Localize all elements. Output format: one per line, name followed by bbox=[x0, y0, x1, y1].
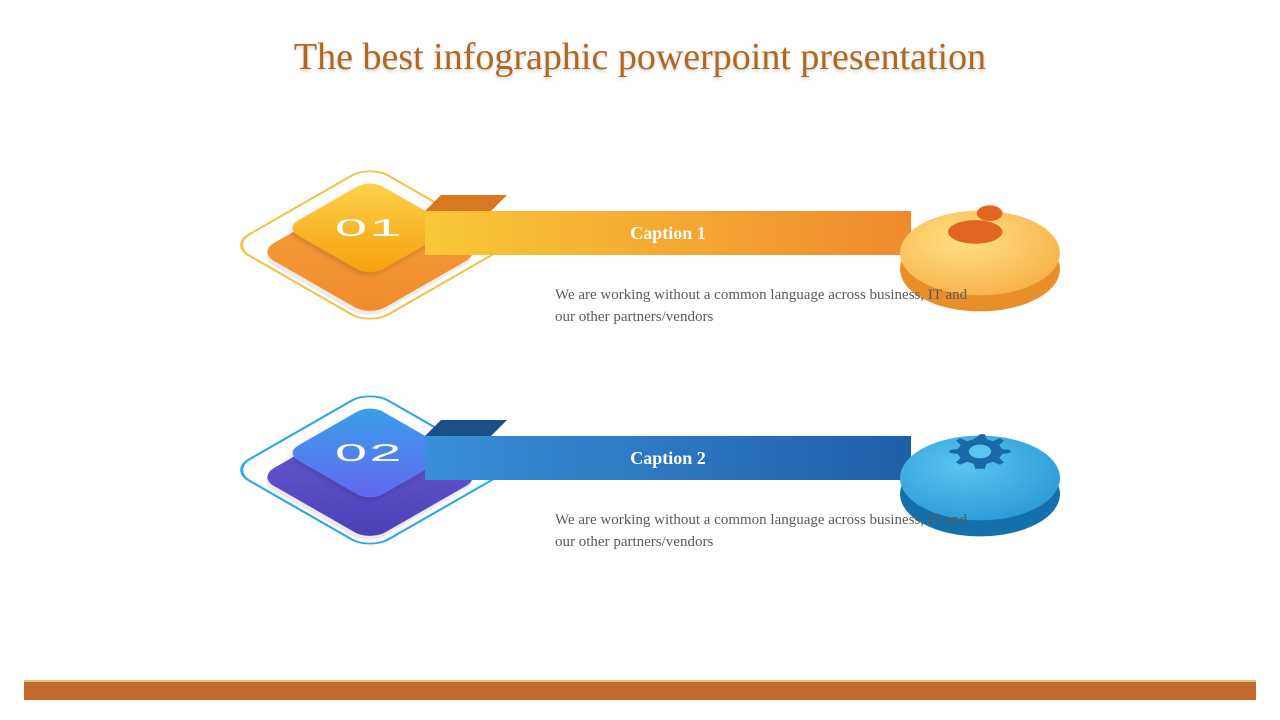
caption-label: Caption 1 bbox=[630, 223, 706, 244]
connector-bar: Caption 1 bbox=[425, 211, 911, 267]
bar-top-face bbox=[425, 420, 507, 436]
bar-front-face: Caption 1 bbox=[425, 211, 911, 255]
description-text: We are working without a common language… bbox=[555, 285, 975, 329]
connector-bar: Caption 2 bbox=[425, 436, 911, 492]
gear-icon bbox=[940, 425, 1020, 474]
infographic-item-2: 02 Caption 2 We are working without a co… bbox=[280, 380, 1030, 560]
caption-label: Caption 2 bbox=[630, 448, 706, 469]
item-number: 01 bbox=[336, 214, 405, 241]
description-text: We are working without a common language… bbox=[555, 510, 975, 554]
footer-bar bbox=[24, 682, 1256, 700]
slide-title: The best infographic powerpoint presenta… bbox=[0, 35, 1280, 79]
item-number: 02 bbox=[336, 439, 405, 466]
bar-top-face bbox=[425, 195, 507, 211]
infographic-item-1: 01 Caption 1 We are working without a co… bbox=[280, 155, 1030, 335]
people-icon bbox=[940, 200, 1020, 249]
bar-front-face: Caption 2 bbox=[425, 436, 911, 480]
